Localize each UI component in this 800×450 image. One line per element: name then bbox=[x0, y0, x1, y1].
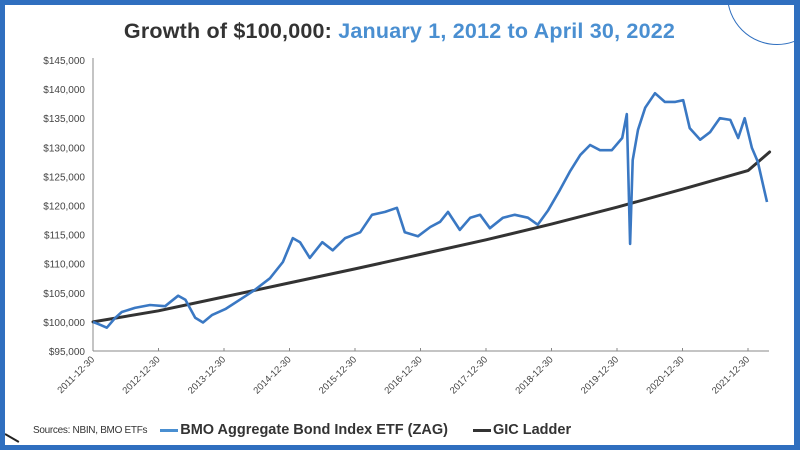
y-tick-label: $115,000 bbox=[44, 231, 85, 242]
x-tick-label: 2021-12-30 bbox=[710, 354, 752, 396]
y-tick-label: $120,000 bbox=[43, 202, 85, 213]
x-axis: 2011-12-30 2012-12-30 2013-12-30 2014-12-30… bbox=[55, 348, 769, 396]
y-tick-label: $145,000 bbox=[43, 56, 85, 67]
y-tick-label: $110,000 bbox=[44, 260, 85, 271]
legend-item-gic: GIC Ladder bbox=[472, 422, 572, 438]
x-tick-label: 2014-12-30 bbox=[251, 354, 293, 396]
y-tick-label: $130,000 bbox=[43, 143, 85, 154]
x-tick-label: 2015-12-30 bbox=[317, 354, 359, 396]
gic-ladder-line bbox=[91, 150, 772, 324]
y-tick-label: $95,000 bbox=[49, 347, 86, 358]
y-tick-label: $125,000 bbox=[43, 172, 85, 183]
y-tick-label: $100,000 bbox=[43, 318, 85, 329]
x-tick-label: 2011-12-30 bbox=[55, 354, 97, 396]
title-prefix: Growth of $100,000: bbox=[123, 19, 333, 43]
x-tick-label: 2012-12-30 bbox=[120, 354, 162, 396]
x-tick-label: 2017-12-30 bbox=[448, 354, 490, 396]
x-tick-label: 2020-12-30 bbox=[644, 354, 686, 396]
chart-frame: Growth of $100,000: January 1, 2012 to A… bbox=[5, 5, 794, 445]
y-tick-label: $105,000 bbox=[43, 289, 85, 300]
legend-swatch-gic bbox=[472, 428, 491, 432]
x-tick-label: 2018-12-30 bbox=[513, 354, 555, 396]
x-tick-label: 2016-12-30 bbox=[382, 354, 424, 396]
chart-title: Growth of $100,000: January 1, 2012 to A… bbox=[5, 19, 794, 44]
legend-label-zag: BMO Aggregate Bond Index ETF (ZAG) bbox=[180, 422, 448, 438]
y-axis: $95,000 $100,000 $105,000 $110,000 $115,000 $… bbox=[43, 56, 94, 358]
x-tick-label: 2019-12-30 bbox=[579, 354, 621, 396]
zag-line bbox=[92, 91, 769, 330]
x-tick-label: 2013-12-30 bbox=[186, 354, 228, 396]
legend-label-gic: GIC Ladder bbox=[492, 422, 572, 438]
chart-footer: Sources: NBIN, BMO ETFs BMO Aggregate Bo… bbox=[33, 418, 596, 442]
sources-note: Sources: NBIN, BMO ETFs bbox=[33, 424, 148, 436]
legend-item-zag: BMO Aggregate Bond Index ETF (ZAG) bbox=[160, 422, 448, 438]
y-tick-label: $135,000 bbox=[43, 114, 85, 125]
y-tick-label: $140,000 bbox=[43, 85, 85, 96]
legend-swatch-zag bbox=[160, 428, 179, 432]
line-chart: $95,000 $100,000 $105,000 $110,000 $115,000 $… bbox=[43, 56, 772, 396]
title-period: January 1, 2012 to April 30, 2022 bbox=[338, 19, 676, 43]
